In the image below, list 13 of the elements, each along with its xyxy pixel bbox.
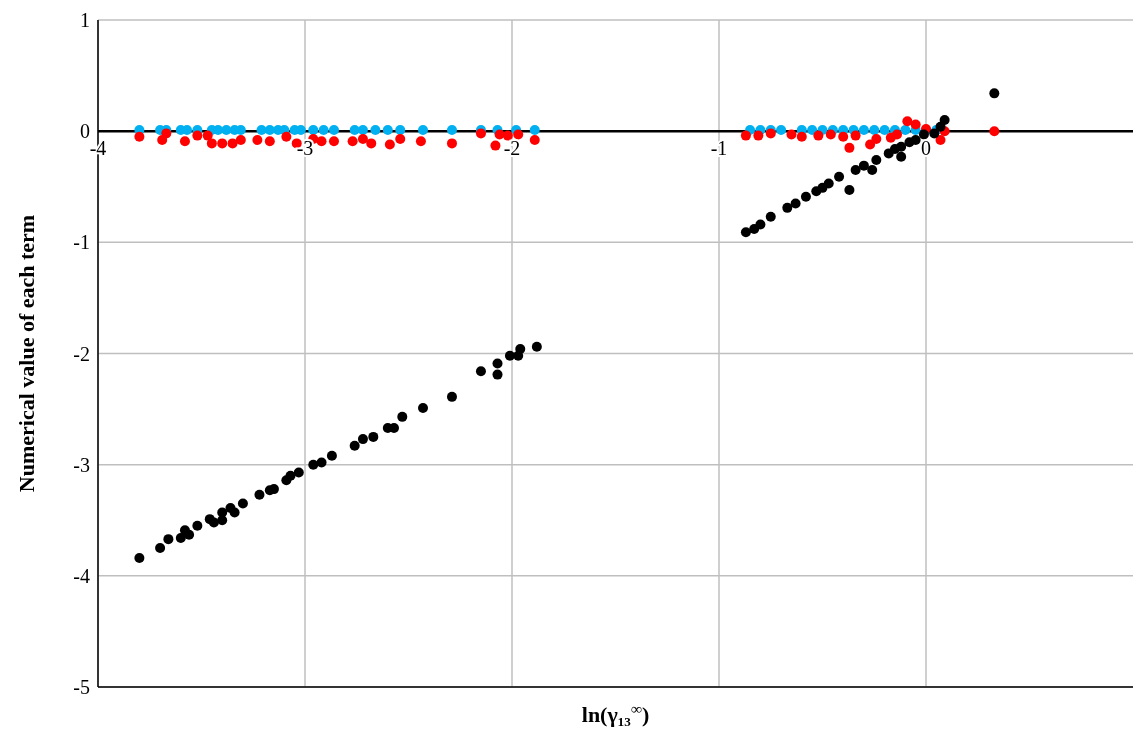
x-tick-label: -1 bbox=[710, 137, 728, 160]
y-tick-label: 0 bbox=[80, 120, 90, 143]
y-tick-label: -5 bbox=[73, 676, 90, 699]
y-tick-label: -4 bbox=[73, 564, 90, 587]
y-tick-label: -1 bbox=[73, 231, 90, 254]
y-tick-label: -2 bbox=[73, 342, 90, 365]
x-tick-label: 0 bbox=[921, 137, 931, 160]
x-tick-label: -3 bbox=[296, 137, 314, 160]
y-axis-title: Numerical value of each term bbox=[14, 214, 39, 493]
x-axis-title: ln(γ₁₃$^{∞}$) bbox=[581, 699, 650, 727]
y-tick-label: 1 bbox=[80, 9, 90, 32]
y-tick-label: -3 bbox=[73, 453, 90, 476]
x-tick-label: -2 bbox=[503, 137, 521, 160]
